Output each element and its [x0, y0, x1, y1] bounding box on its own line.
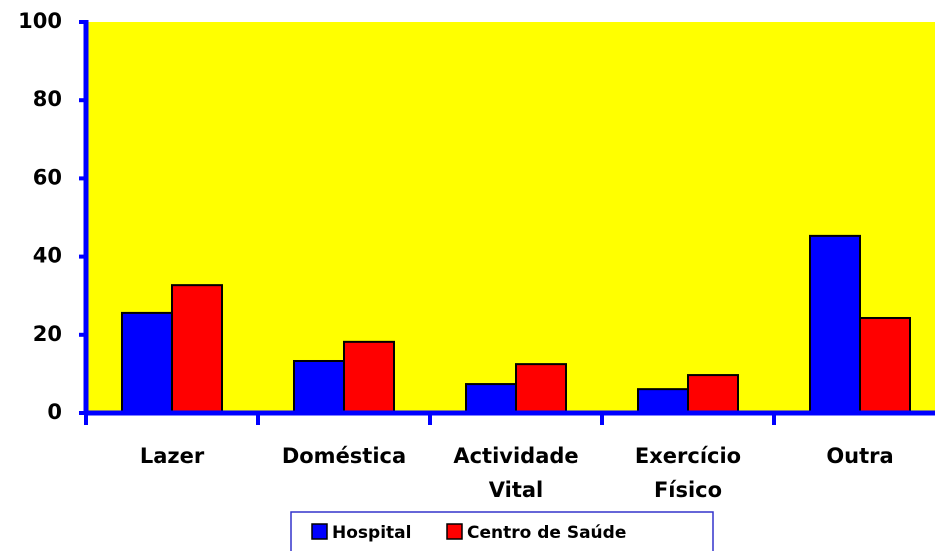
x-tick-label: Exercício Físico	[635, 444, 741, 502]
bar	[171, 284, 223, 415]
legend-swatch	[311, 523, 328, 540]
legend-label: Hospital	[332, 523, 411, 543]
legend-swatch	[446, 523, 463, 540]
label-line: Físico	[654, 478, 722, 502]
y-tick-label: 80	[33, 87, 62, 111]
legend-box	[290, 511, 714, 551]
y-tick-label: 20	[33, 322, 62, 346]
label-line: Doméstica	[282, 444, 406, 468]
x-tick-label: Actividade Vital	[453, 444, 578, 502]
y-tick-label: 0	[47, 400, 62, 424]
x-tick-label: Lazer	[140, 444, 205, 468]
y-tick-label: 60	[33, 165, 62, 189]
y-tick-label: 100	[18, 9, 62, 33]
bar	[465, 383, 517, 415]
label-line: Actividade	[453, 444, 578, 468]
x-tick-label: Outra	[826, 444, 893, 468]
label-line: Lazer	[140, 444, 205, 468]
x-tick-label: Doméstica	[282, 444, 406, 468]
plot-area	[86, 22, 935, 413]
label-line: Exercício	[635, 444, 741, 468]
bar	[859, 316, 911, 414]
bar	[687, 374, 739, 414]
bar	[293, 359, 345, 415]
bar	[515, 363, 567, 414]
bar	[121, 311, 173, 414]
bar	[637, 388, 689, 414]
legend-label: Centro de Saúde	[467, 523, 626, 543]
y-tick-label: 40	[33, 244, 62, 268]
bar	[343, 340, 395, 415]
label-line: Outra	[826, 444, 893, 468]
bar	[809, 234, 861, 414]
label-line: Vital	[489, 478, 544, 502]
